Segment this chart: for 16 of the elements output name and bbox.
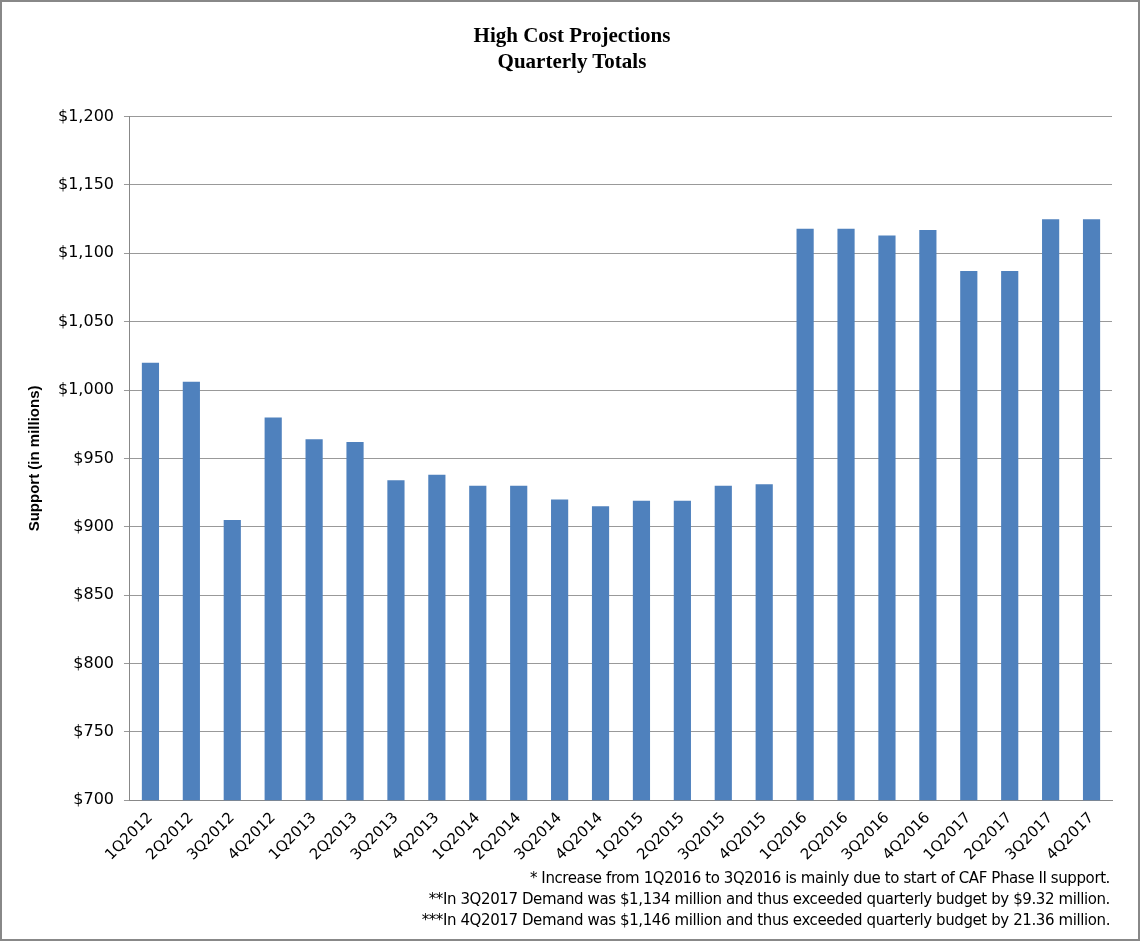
y-tick-label: $700 — [73, 789, 114, 809]
y-tick-label: $1,150 — [58, 174, 114, 194]
text: * Increase from 1Q2016 to 3Q2016 is mainly due to start of CAF Phase II support. — [528, 868, 1110, 889]
y-tick-label: $750 — [73, 720, 114, 740]
y-tick-label: $800 — [73, 652, 114, 672]
y-tick-label: $1,000 — [58, 379, 114, 399]
chart-title: High Cost Projections Quarterly Totals — [472, 22, 672, 74]
y-axis-title: Support (in millions) — [25, 385, 43, 532]
y-tick-label: $1,050 — [58, 310, 114, 330]
text: **In 3Q2017 Demand was $1,134 million and thus exceeded quarterly budget by $9.32 million. — [427, 889, 1110, 910]
y-tick-label: $1,100 — [58, 242, 114, 262]
text: ***In 4Q2017 Demand was $1,146 million and thus exceeded quarterly budget by 21.36 million. — [421, 910, 1110, 931]
y-tick-label: $950 — [73, 447, 114, 467]
y-tick-label: $900 — [73, 515, 114, 535]
y-tick-label: $850 — [73, 584, 114, 604]
y-tick-label: $1,200 — [58, 105, 114, 125]
